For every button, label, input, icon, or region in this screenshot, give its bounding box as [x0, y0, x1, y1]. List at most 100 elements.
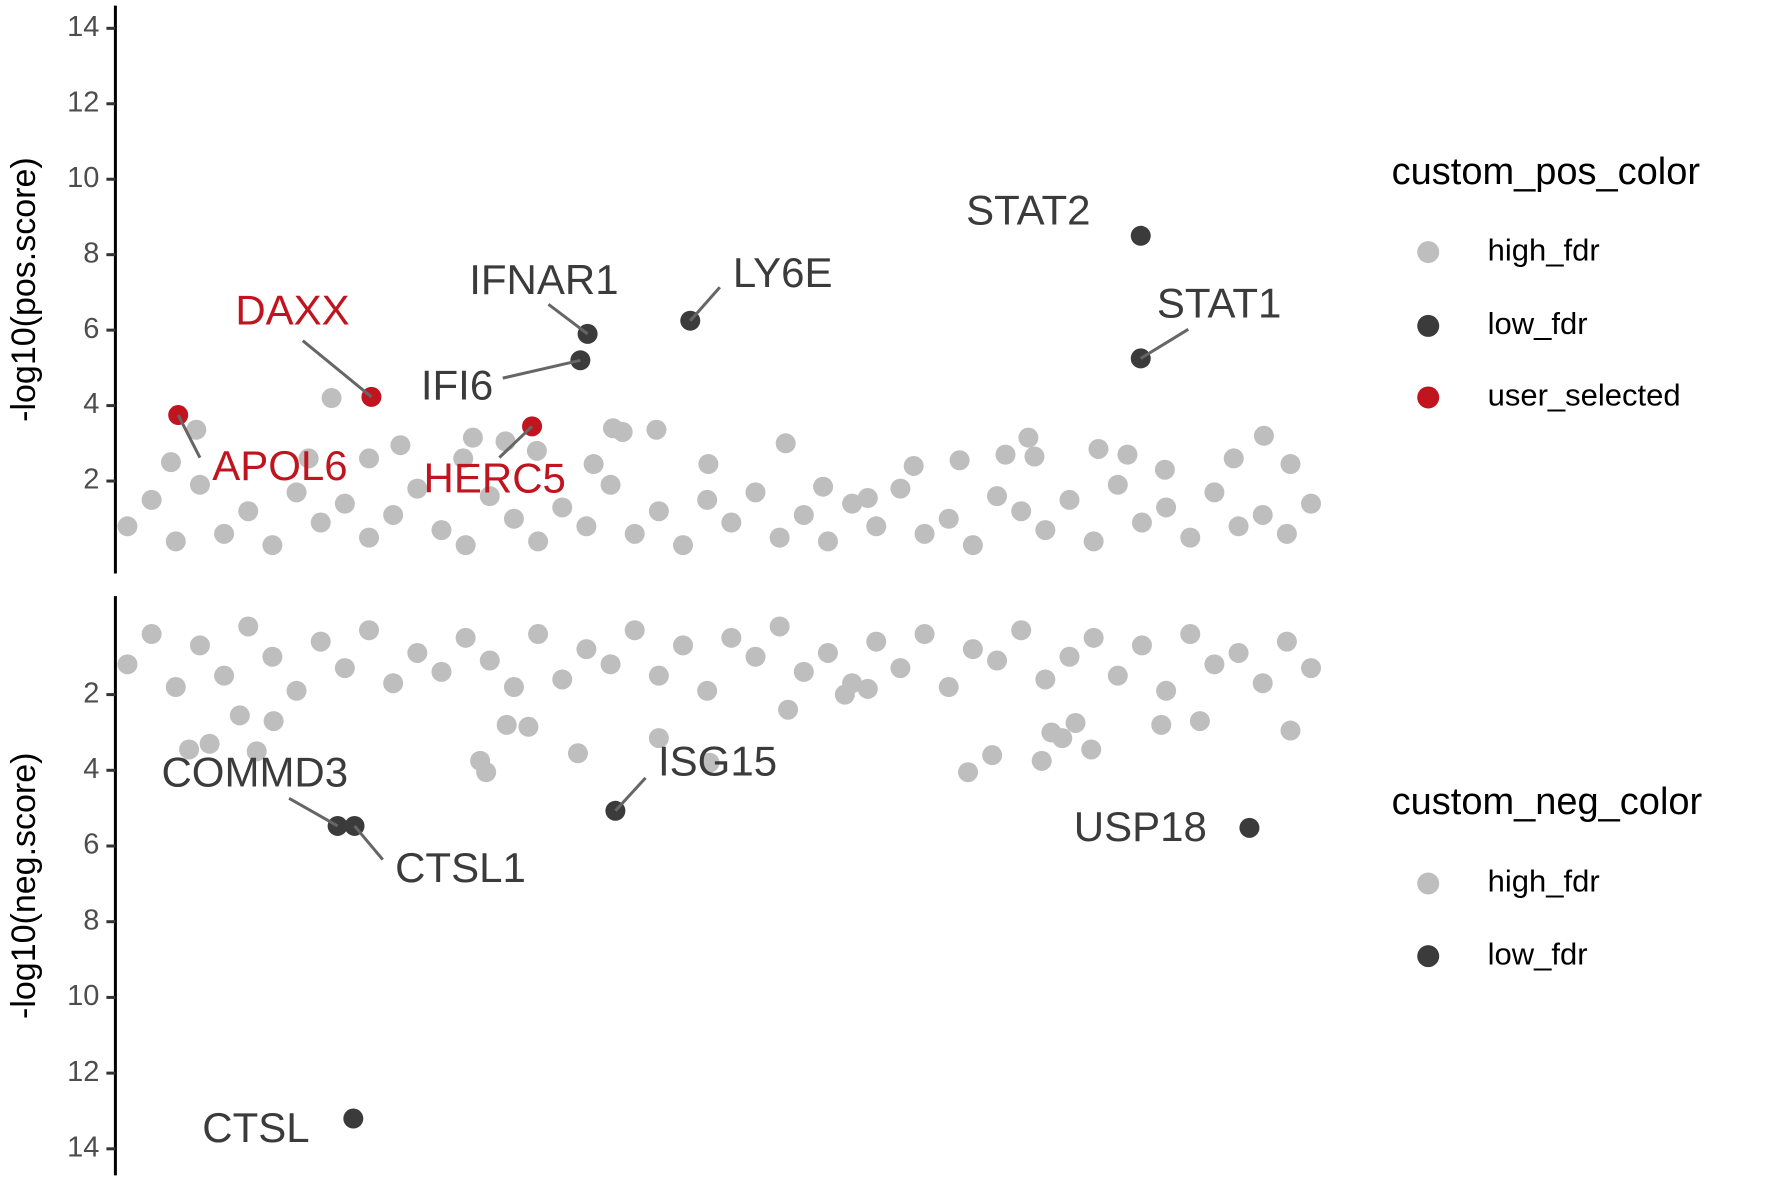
point [528, 624, 549, 645]
legend-key [1417, 945, 1440, 968]
point-label: STAT1 [1157, 280, 1281, 327]
point [321, 388, 342, 409]
point [600, 474, 621, 495]
point [958, 762, 979, 783]
point [600, 654, 621, 675]
point [648, 501, 669, 522]
legend-label: low_fdr [1488, 306, 1588, 341]
y-tick-label: 14 [67, 1131, 99, 1163]
point [238, 616, 259, 637]
point [1280, 720, 1301, 741]
point [1107, 665, 1128, 686]
point [1065, 712, 1086, 733]
label-connector [176, 414, 202, 459]
point [962, 535, 983, 556]
point [1228, 642, 1249, 663]
point [186, 419, 207, 440]
point [817, 642, 838, 663]
point [246, 741, 267, 762]
point-label: ISG15 [658, 737, 777, 784]
legend-key [1417, 872, 1440, 895]
point [721, 512, 742, 533]
point [890, 478, 911, 499]
point [462, 427, 483, 448]
point [698, 454, 719, 475]
point [199, 733, 220, 754]
point [1228, 516, 1249, 537]
point [1041, 722, 1062, 743]
point [612, 421, 633, 442]
label-connector [353, 824, 384, 861]
point [890, 658, 911, 679]
y-axis-title: -log10(pos.score) [5, 157, 43, 422]
point [263, 711, 284, 732]
label-connector [288, 797, 339, 828]
point [1117, 444, 1138, 465]
legend-label: user_selected [1488, 378, 1681, 413]
y-tick-label: 12 [67, 86, 99, 118]
point [407, 642, 428, 663]
point [697, 680, 718, 701]
point [866, 516, 887, 537]
y-tick-label: 10 [67, 980, 99, 1012]
point [1154, 459, 1175, 480]
point [383, 504, 404, 525]
point [778, 699, 799, 720]
point [431, 520, 452, 541]
point [117, 654, 138, 675]
point [383, 673, 404, 694]
point [1107, 474, 1128, 495]
point [793, 504, 814, 525]
point [745, 646, 766, 667]
point [673, 535, 694, 556]
point [552, 669, 573, 690]
point [1151, 714, 1172, 735]
point-label: LY6E [733, 249, 833, 296]
point [1059, 646, 1080, 667]
point [769, 616, 790, 637]
point [1156, 497, 1177, 518]
legend-key [1417, 386, 1440, 409]
y-tick-label: 8 [83, 904, 99, 936]
point [526, 440, 547, 461]
y-tick-label: 14 [67, 11, 99, 43]
point [1252, 504, 1273, 525]
point [646, 419, 667, 440]
point [298, 448, 319, 469]
point [518, 716, 539, 737]
point [1204, 482, 1225, 503]
point [214, 665, 235, 686]
point [310, 631, 331, 652]
point [699, 752, 720, 773]
point [189, 474, 210, 495]
point [769, 527, 790, 548]
point [914, 523, 935, 544]
y-tick-label: 12 [67, 1056, 99, 1088]
point [238, 501, 259, 522]
point [949, 450, 970, 471]
point [1189, 711, 1210, 732]
point [359, 620, 380, 641]
point [1031, 750, 1052, 771]
point [1083, 627, 1104, 648]
point [857, 488, 878, 509]
point [359, 448, 380, 469]
point [455, 627, 476, 648]
point-label: DAXX [235, 287, 349, 334]
point [286, 680, 307, 701]
label-connector [547, 303, 589, 336]
point [1131, 512, 1152, 533]
point [407, 478, 428, 499]
y-tick-label: 10 [67, 162, 99, 194]
point [214, 523, 235, 544]
legend-key [1417, 241, 1440, 264]
point [1018, 427, 1039, 448]
point [995, 444, 1016, 465]
point [262, 535, 283, 556]
point [1301, 658, 1322, 679]
point [721, 627, 742, 648]
point [857, 678, 878, 699]
label-connector [614, 776, 647, 812]
point [1223, 448, 1244, 469]
